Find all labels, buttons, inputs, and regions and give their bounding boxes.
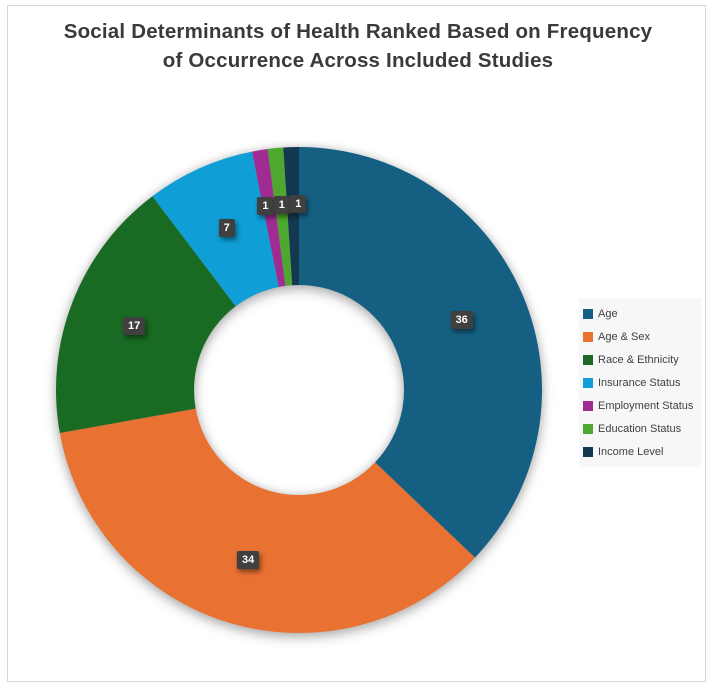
donut-slice-education-status (267, 147, 293, 286)
legend-swatch-icon (583, 446, 593, 457)
legend-label: Race & Ethnicity (598, 353, 679, 366)
legend-item-race-ethnicity: Race & Ethnicity (583, 348, 693, 371)
donut-slice-income-level (283, 147, 299, 286)
donut-slice-age (299, 147, 542, 558)
legend-item-employment-status: Employment Status (583, 394, 693, 417)
legend-swatch-icon (583, 377, 593, 388)
legend: Age Age & Sex Race & Ethnicity Insurance St… (579, 298, 702, 467)
legend-label: Age (598, 307, 618, 320)
legend-item-insurance-status: Insurance Status (583, 371, 693, 394)
legend-item-education-status: Education Status (583, 417, 693, 440)
legend-swatch-icon (583, 400, 593, 411)
donut-slice-insurance-status (152, 151, 279, 307)
legend-swatch-icon (583, 354, 593, 365)
legend-item-age-sex: Age & Sex (583, 325, 693, 348)
donut-slice-race-ethnicity (56, 196, 236, 434)
legend-swatch-icon (583, 308, 593, 319)
legend-item-age: Age (583, 302, 693, 325)
legend-swatch-icon (583, 423, 593, 434)
legend-label: Insurance Status (598, 376, 681, 389)
legend-label: Employment Status (598, 399, 694, 412)
legend-item-income-level: Income Level (583, 440, 693, 463)
chart-title: Social Determinants of Health Ranked Bas… (63, 20, 653, 72)
legend-label: Income Level (598, 445, 664, 458)
legend-label: Education Status (598, 422, 682, 435)
legend-swatch-icon (583, 331, 593, 342)
donut-slice-employment-status (252, 149, 286, 287)
figure-border (7, 5, 706, 682)
legend-label: Age & Sex (598, 330, 650, 343)
donut-slice-age-sex (59, 408, 475, 634)
